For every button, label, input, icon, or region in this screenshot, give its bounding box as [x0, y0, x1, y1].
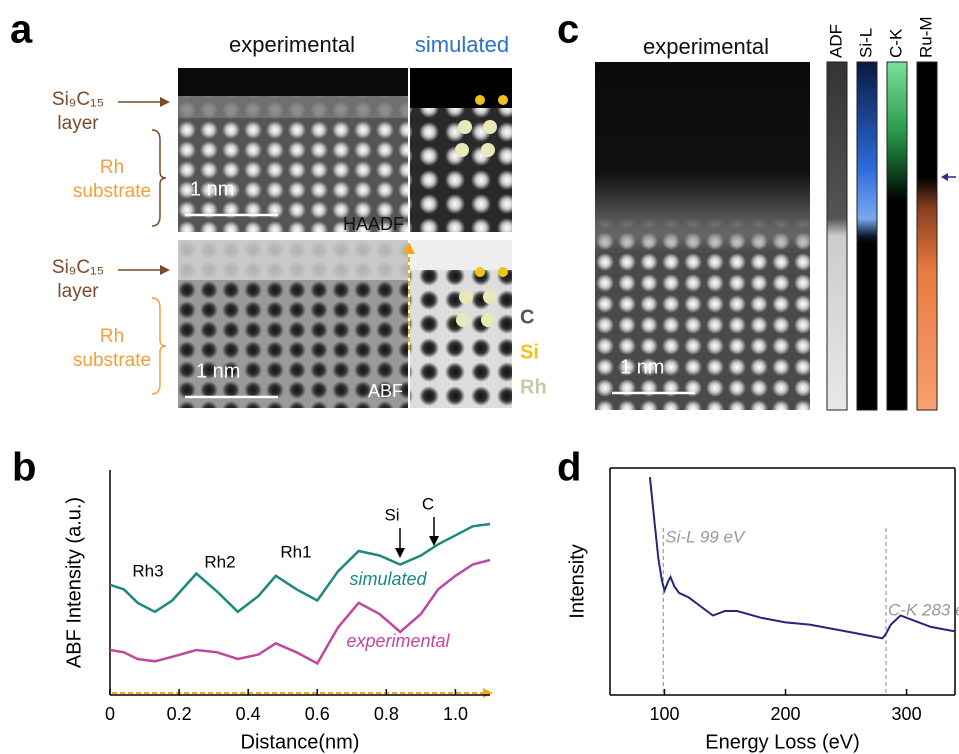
bracket	[151, 129, 167, 227]
arrow-head	[429, 536, 439, 546]
mode-label: HAADF	[343, 214, 404, 234]
annotation: Rh1	[280, 542, 311, 561]
header: experimental	[643, 34, 769, 59]
x-tick-label: 300	[892, 704, 922, 724]
annotation: Rh2	[204, 552, 235, 571]
panel-label: a	[10, 8, 33, 52]
annotation: Rh3	[132, 561, 163, 580]
image-band	[178, 240, 408, 280]
scale-label: 1 nm	[190, 178, 234, 200]
haadf-image	[178, 68, 512, 232]
x-axis-label: Distance(nm)	[241, 731, 360, 753]
map-label: Si-L	[856, 28, 875, 58]
panel-label: d	[557, 446, 581, 490]
arrow-head	[395, 548, 405, 558]
series-line	[109, 558, 491, 666]
y-axis-label: ABF Intensity (a.u.)	[63, 497, 85, 668]
series-label: simulated	[349, 569, 427, 589]
atom	[459, 290, 473, 304]
arrow-head	[483, 688, 493, 698]
substrate-label: substrate	[73, 181, 151, 202]
map-strip	[916, 61, 938, 411]
image-band	[410, 240, 512, 270]
arrow-head	[403, 242, 415, 254]
series-line	[109, 522, 491, 614]
atom	[483, 120, 497, 134]
x-tick-label: 0.2	[167, 704, 192, 724]
image-band	[178, 96, 408, 118]
arrow-head	[160, 97, 170, 107]
arrow-head	[941, 173, 948, 181]
layer-label: layer	[57, 281, 99, 302]
image-fade	[595, 62, 810, 410]
marker-label: C-K 283 eV	[888, 600, 959, 619]
map-label: Ru-M	[916, 16, 935, 58]
annotation: C	[422, 494, 434, 513]
atom	[475, 267, 485, 277]
map-strip	[886, 61, 908, 411]
atom	[498, 267, 508, 277]
atom	[498, 95, 508, 105]
atom	[483, 290, 497, 304]
map-strip	[856, 61, 878, 411]
annotation: Si	[384, 505, 399, 524]
x-tick-label: 0.6	[305, 704, 330, 724]
mode-label: ABF	[368, 381, 403, 401]
substrate-label: substrate	[73, 350, 151, 371]
legend-label: Si	[520, 341, 539, 363]
panel-label: b	[12, 446, 36, 490]
marker-label: Si-L 99 eV	[665, 527, 746, 546]
map-label: C-K	[886, 28, 905, 58]
layer-label: layer	[57, 113, 99, 134]
arrow-head	[160, 265, 170, 275]
x-tick-label: 100	[649, 704, 679, 724]
layer-label: Si₉C₁₅	[52, 257, 104, 278]
x-tick-label: 1.0	[443, 704, 468, 724]
layer-label: Si₉C₁₅	[52, 89, 104, 110]
atom	[475, 95, 485, 105]
map-strip	[826, 61, 848, 411]
image-band	[178, 68, 408, 96]
substrate-label: Rh	[100, 326, 124, 347]
header: simulated	[415, 32, 509, 57]
series-line	[648, 476, 956, 640]
legend-label: C	[520, 306, 534, 328]
atom	[455, 143, 469, 157]
x-tick-label: 200	[771, 704, 801, 724]
y-axis-label: Intensity	[566, 544, 588, 618]
atom	[481, 313, 495, 327]
substrate-label: Rh	[100, 157, 124, 178]
atom	[458, 120, 472, 134]
x-tick-label: 0	[105, 704, 115, 724]
x-axis-label: Energy Loss (eV)	[705, 731, 860, 753]
x-tick-label: 0.8	[374, 704, 399, 724]
scale-label: 1 nm	[196, 360, 240, 382]
legend-label: Rh	[520, 376, 547, 398]
panel-label: c	[557, 8, 579, 52]
atom	[481, 143, 495, 157]
abf-image	[178, 240, 512, 408]
x-tick-label: 0.4	[236, 704, 261, 724]
atom	[456, 313, 470, 327]
scale-label: 1 nm	[620, 356, 664, 378]
map-label: ADF	[826, 24, 845, 58]
series-label: experimental	[346, 631, 450, 651]
bracket	[151, 297, 167, 395]
image-band	[410, 68, 512, 108]
header: experimental	[229, 32, 355, 57]
